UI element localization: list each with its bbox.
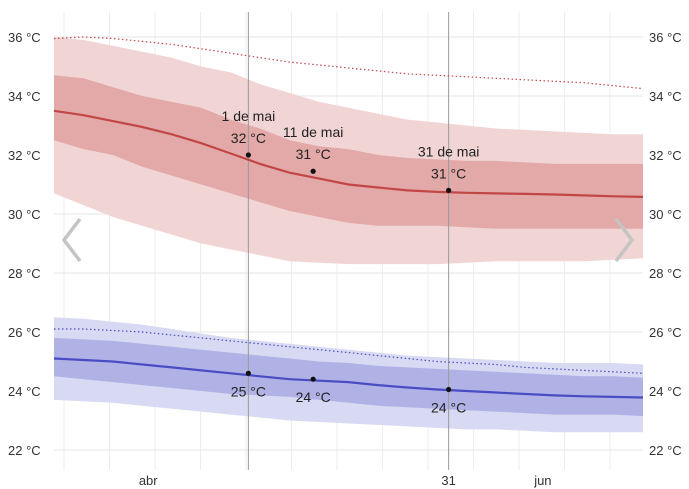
vertical-markers xyxy=(247,12,450,470)
x-tick-label: 31 xyxy=(441,473,455,488)
annotation-date: 11 de mai xyxy=(283,124,343,140)
y-tick-label-left: 32 °C xyxy=(8,148,41,163)
y-tick-label-left: 34 °C xyxy=(8,89,41,104)
annotation-value: 24 °C xyxy=(296,389,331,405)
x-axis-ticks: abr 31 jun xyxy=(139,473,552,488)
band-inner-low xyxy=(54,337,643,417)
data-point xyxy=(245,152,251,158)
bands xyxy=(54,37,643,433)
y-tick-label-left: 36 °C xyxy=(8,30,41,45)
data-point xyxy=(446,386,452,393)
prev-button[interactable] xyxy=(56,212,90,268)
y-tick-label-left: 24 °C xyxy=(8,384,41,399)
band-inner-high xyxy=(54,75,643,229)
data-point xyxy=(245,370,251,376)
chevron-right-icon xyxy=(614,217,635,263)
y-axis-ticks: 22 °C 22 °C 24 °C 24 °C 26 °C 26 °C 28 °C 28 °C… xyxy=(8,30,682,458)
y-tick-label-right: 22 °C xyxy=(649,443,682,458)
record-line-low xyxy=(54,328,644,374)
y-tick-label-left: 28 °C xyxy=(8,266,41,281)
y-tick-label-right: 30 °C xyxy=(649,207,682,222)
y-tick-label-right: 34 °C xyxy=(649,89,682,104)
y-tick-label-right: 26 °C xyxy=(649,325,682,340)
data-point xyxy=(446,187,452,193)
data-point xyxy=(310,376,316,382)
annotation-value: 24 °C xyxy=(431,400,466,416)
chevron-left-icon xyxy=(61,217,82,263)
x-tick-label: abr xyxy=(139,473,158,488)
mean-line-high xyxy=(53,109,644,198)
annotation-value: 31 °C xyxy=(296,146,331,162)
annotation-value: 32 °C xyxy=(231,130,266,146)
y-tick-label-right: 28 °C xyxy=(649,266,682,281)
y-tick-label-left: 30 °C xyxy=(8,207,41,222)
annotation-date: 1 de mai xyxy=(222,108,276,124)
annotation-value: 31 °C xyxy=(431,165,466,181)
x-tick-label: jun xyxy=(533,473,551,488)
annotation-value: 25 °C xyxy=(231,383,266,399)
mean-line-low xyxy=(53,357,644,399)
y-tick-label-right: 24 °C xyxy=(649,384,682,399)
series-lines xyxy=(53,36,644,399)
data-point xyxy=(310,168,316,174)
y-tick-label-left: 26 °C xyxy=(8,325,41,340)
next-button[interactable] xyxy=(606,212,640,268)
y-tick-label-left: 22 °C xyxy=(8,443,41,458)
record-line-high xyxy=(53,36,644,90)
y-tick-label-right: 32 °C xyxy=(649,148,682,163)
annotation-points xyxy=(245,152,452,393)
y-tick-label-right: 36 °C xyxy=(649,30,682,45)
annotation-date: 31 de mai xyxy=(418,143,479,159)
annotation-labels: 1 de mai 32 °C 11 de mai 31 °C 31 de mai 31 °… xyxy=(222,108,480,416)
